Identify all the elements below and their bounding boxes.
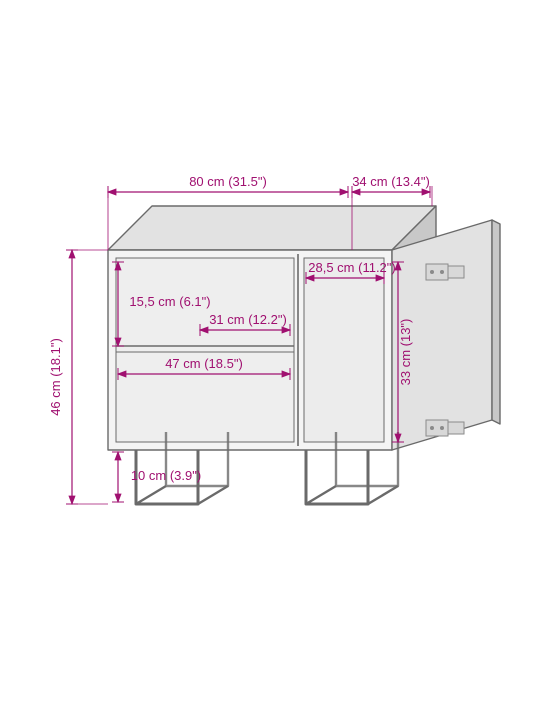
dim-label-d34: 34 cm (13.4"): [352, 174, 430, 189]
dim-label-w31: 31 cm (12.2"): [209, 312, 287, 327]
dim-label-h10: 10 cm (3.9"): [131, 468, 201, 483]
furniture-dimension-diagram: 80 cm (31.5") 34 cm (13.4") 46 cm (18.1") 1…: [0, 0, 540, 720]
cabinet: [108, 206, 436, 450]
dim-label-w47: 47 cm (18.5"): [165, 356, 243, 371]
dim-label-w80: 80 cm (31.5"): [189, 174, 267, 189]
dim-label-h155: 15,5 cm (6.1"): [129, 294, 210, 309]
open-shelf-area: [116, 258, 294, 442]
right-compartment: [304, 258, 384, 442]
dim-d34: 34 cm (13.4"): [352, 174, 430, 198]
dim-h46: 46 cm (18.1"): [48, 250, 78, 504]
dim-w80: 80 cm (31.5"): [108, 174, 348, 198]
dim-label-h33: 33 cm (13"): [398, 319, 413, 386]
dim-label-w285: 28,5 cm (11.2"): [308, 260, 395, 275]
hinge-icon: [426, 420, 464, 436]
dim-label-h46: 46 cm (18.1"): [48, 338, 63, 416]
dim-h10: 10 cm (3.9"): [112, 452, 201, 502]
hinge-icon: [426, 264, 464, 280]
